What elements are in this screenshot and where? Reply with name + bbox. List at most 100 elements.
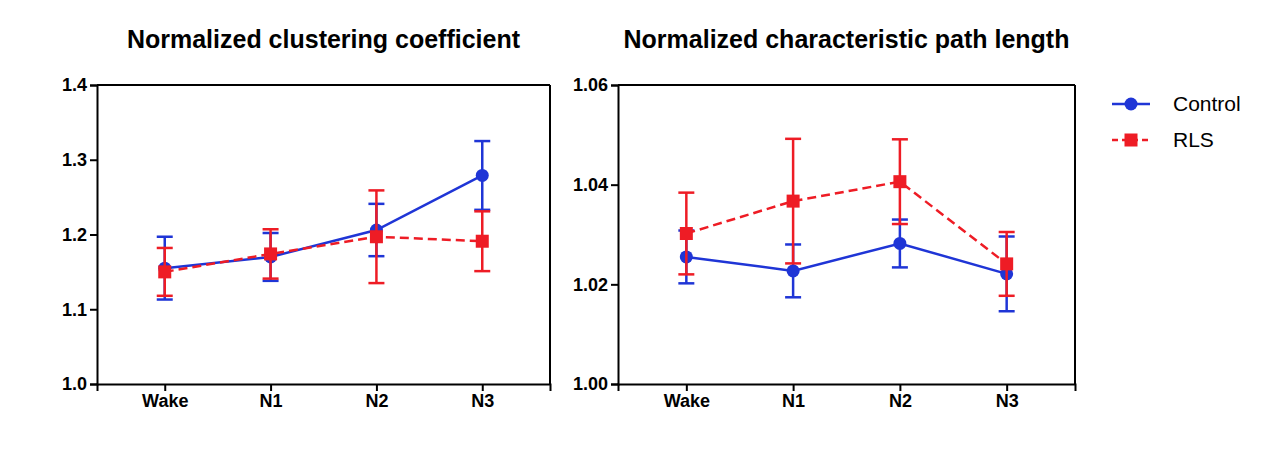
legend-marker <box>1125 134 1138 147</box>
tick: 1.3 <box>62 150 97 170</box>
axis-line <box>611 86 619 385</box>
y-axis: 1.0 1.1 1.2 1.3 1.4 <box>62 75 98 394</box>
line <box>686 182 1006 264</box>
legend-label: Control <box>1173 92 1241 115</box>
error-bar <box>892 220 908 268</box>
marker <box>476 235 489 248</box>
tick-mark <box>611 384 618 386</box>
error-bar <box>999 232 1015 296</box>
marker <box>787 264 800 277</box>
figure: Normalized clustering coefficient1.01.11… <box>0 0 1271 470</box>
tick-label: 1.1 <box>62 300 87 320</box>
title: Normalized clustering coefficient <box>127 25 521 53</box>
tick-label: 1.2 <box>62 225 87 245</box>
frame <box>549 85 551 384</box>
tick-label: 1.3 <box>62 150 87 170</box>
error-cap <box>263 277 279 280</box>
tick-label: 1.0 <box>62 374 87 394</box>
error-cap <box>474 140 490 143</box>
error-bar <box>368 190 384 283</box>
tick-label: N2 <box>365 391 388 411</box>
tick-mark <box>90 384 97 386</box>
error-cap <box>678 282 694 285</box>
error-cap <box>474 209 490 212</box>
chart: Normalized clustering coefficient1.01.11… <box>62 25 551 411</box>
y-axis: 1.001.021.041.06 <box>573 75 619 394</box>
error-cap <box>157 247 173 250</box>
series <box>678 139 1014 296</box>
error-cap <box>999 231 1015 234</box>
series <box>157 190 491 295</box>
tick: 1.4 <box>62 75 97 95</box>
legend: Control RLS <box>1112 92 1241 151</box>
error-bar <box>157 237 173 300</box>
chart: Normalized characteristic path length 1.0… <box>573 25 1076 411</box>
error-cap <box>678 273 694 276</box>
error-cap <box>678 191 694 194</box>
error-cap <box>474 210 490 213</box>
marker <box>476 169 489 182</box>
marker <box>1000 257 1013 270</box>
title: Normalized characteristic path length <box>624 25 1070 53</box>
series <box>157 141 491 299</box>
tick-label: Wake <box>664 391 710 411</box>
marker <box>264 247 277 260</box>
legend-label: RLS <box>1173 128 1214 151</box>
error-cap <box>892 223 908 226</box>
error-cap <box>368 189 384 192</box>
error-bar <box>785 139 801 264</box>
marker <box>893 175 906 188</box>
error-cap <box>785 296 801 299</box>
axis-line <box>90 86 98 385</box>
tick-mark <box>90 85 97 87</box>
tick-label: N1 <box>782 391 805 411</box>
tick: 1.06 <box>573 75 618 95</box>
x-axis: Wake N1 N2 N3 <box>98 384 551 411</box>
error-cap <box>999 295 1015 298</box>
error-cap <box>785 262 801 265</box>
tick-label: 1.06 <box>573 75 608 95</box>
x-axis: Wake N1 N2 N3 <box>619 384 1076 411</box>
error-bar <box>892 139 908 224</box>
frame <box>618 84 1075 86</box>
plot-area <box>157 141 491 299</box>
tick: 1.2 <box>62 225 97 245</box>
error-bar <box>474 141 490 210</box>
line <box>165 175 483 268</box>
error-bar <box>678 193 694 275</box>
tick-label: 1.4 <box>62 75 87 95</box>
tick: N1 <box>260 384 283 411</box>
error-cap <box>263 228 279 231</box>
marker <box>680 227 693 240</box>
frame <box>1074 85 1076 384</box>
tick: N2 <box>365 384 388 411</box>
line <box>165 237 483 272</box>
error-cap <box>368 282 384 285</box>
tick-label: 1.04 <box>573 175 608 195</box>
tick: 1.1 <box>62 300 97 320</box>
tick: N3 <box>471 384 494 411</box>
tick-mark <box>611 85 618 87</box>
frame <box>97 84 550 86</box>
tick-mark <box>90 234 97 236</box>
error-cap <box>892 138 908 141</box>
error-cap <box>157 295 173 298</box>
tick: Wake <box>664 384 710 411</box>
error-bar <box>263 229 279 278</box>
tick: N3 <box>996 384 1019 411</box>
legend-marker <box>1125 98 1138 111</box>
tick-mark <box>90 159 97 161</box>
error-cap <box>157 235 173 238</box>
line <box>686 243 1006 273</box>
tick-label: N2 <box>889 391 912 411</box>
error-cap <box>474 270 490 273</box>
marker <box>893 237 906 250</box>
tick-label: 1.02 <box>573 275 608 295</box>
marker <box>787 195 800 208</box>
tick-label: N3 <box>996 391 1019 411</box>
error-cap <box>157 298 173 301</box>
error-bar <box>474 211 490 271</box>
tick-mark <box>90 309 97 311</box>
tick-label: Wake <box>142 391 188 411</box>
tick: N1 <box>782 384 805 411</box>
